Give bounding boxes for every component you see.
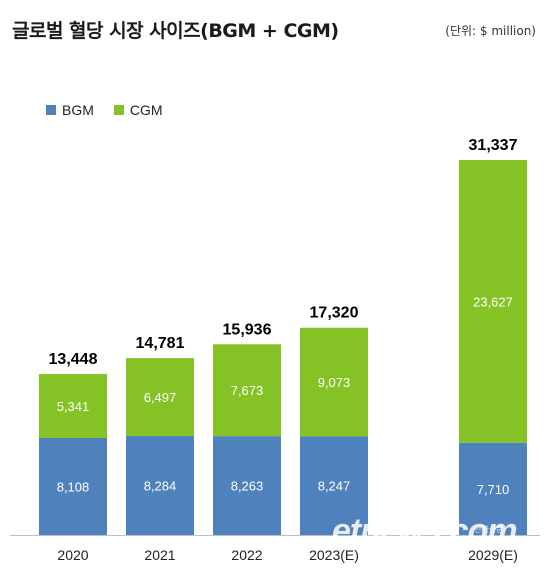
data-label-bgm-2020: 8,108: [57, 479, 90, 494]
bar-bgm-2023(E): [300, 436, 368, 535]
total-label-2022: 15,936: [223, 321, 272, 338]
legend-item-bgm: BGM: [46, 102, 94, 118]
legend: BGM CGM: [46, 102, 183, 118]
bar-bgm-2022: [213, 436, 281, 535]
x-tick-label-2029(E): 2029(E): [468, 547, 518, 563]
bar-bgm-2029(E): [459, 442, 527, 535]
chart-title: 글로벌 혈당 시장 사이즈(BGM + CGM): [12, 20, 339, 42]
data-label-bgm-2022: 8,263: [231, 479, 264, 494]
bar-cgm-2021: [126, 358, 194, 436]
watermark-sub: 전자신문: [474, 525, 504, 534]
legend-swatch-bgm: [46, 105, 56, 115]
legend-swatch-cgm: [113, 105, 124, 115]
legend-label-bgm: BGM: [62, 102, 94, 118]
data-label-bgm-2021: 8,284: [144, 478, 177, 493]
legend-item-cgm: CGM: [113, 102, 163, 118]
data-label-cgm-2022: 7,673: [231, 383, 264, 398]
bar-cgm-2023(E): [300, 327, 368, 437]
data-label-bgm-2023(E): 8,247: [318, 479, 351, 494]
total-label-2029(E): 31,337: [469, 137, 518, 154]
data-label-cgm-2020: 5,341: [57, 399, 90, 414]
unit-label: (단위: $ million): [445, 24, 536, 38]
total-label-2021: 14,781: [136, 335, 185, 352]
bar-cgm-2022: [213, 344, 281, 437]
data-label-cgm-2029(E): 23,627: [473, 294, 513, 309]
data-label-cgm-2021: 6,497: [144, 390, 177, 405]
total-label-2023(E): 17,320: [310, 305, 359, 322]
bar-bgm-2020: [39, 437, 107, 535]
bar-cgm-2029(E): [459, 160, 527, 443]
total-label-2020: 13,448: [49, 351, 98, 368]
data-label-cgm-2023(E): 9,073: [318, 375, 351, 390]
bar-cgm-2020: [39, 374, 107, 438]
x-tick-label-2023(E): 2023(E): [309, 547, 359, 563]
bar-bgm-2021: [126, 435, 194, 535]
x-tick-label-2021: 2021: [144, 547, 175, 563]
data-label-bgm-2029(E): 7,710: [477, 482, 510, 497]
x-tick-label-2020: 2020: [57, 547, 88, 563]
legend-label-cgm: CGM: [129, 102, 163, 118]
x-tick-label-2022: 2022: [231, 547, 262, 563]
